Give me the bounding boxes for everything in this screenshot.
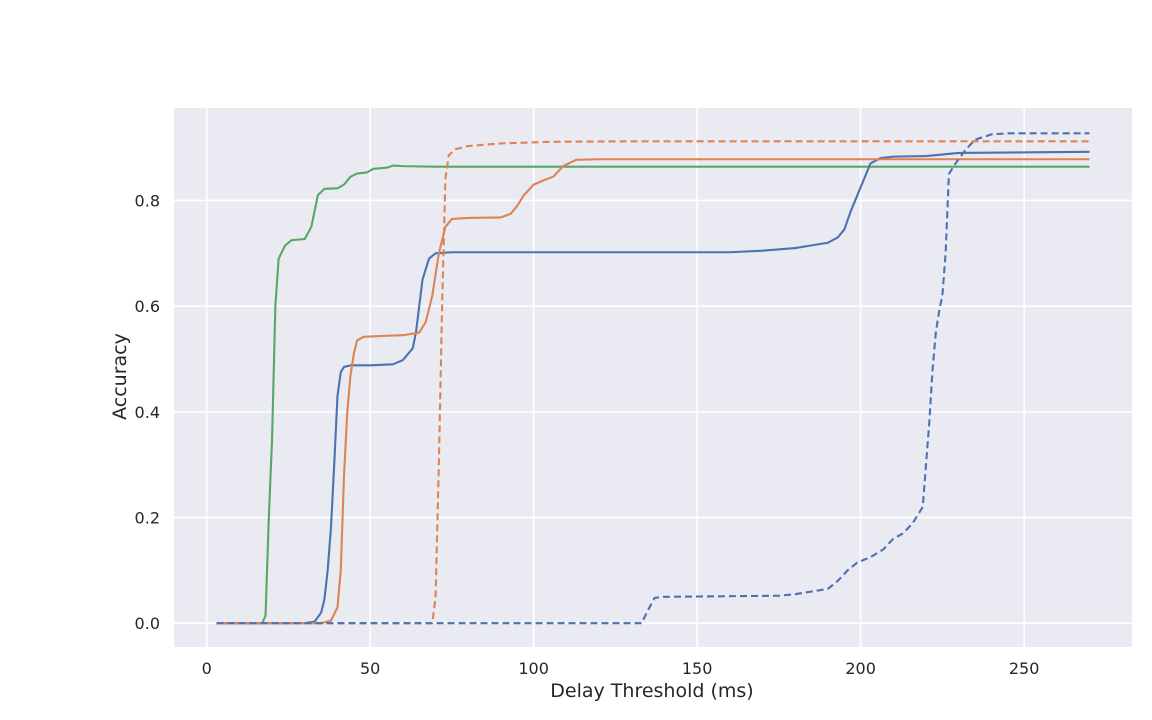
y-axis-label: Accuracy xyxy=(109,333,131,420)
series-line-4 xyxy=(216,140,1090,625)
plot-area xyxy=(174,108,1132,647)
series-line-1 xyxy=(216,164,1090,625)
x-tick-label: 200 xyxy=(845,659,876,678)
series-line-2 xyxy=(216,150,1090,625)
y-axis-ticks: 0.0 0.2 0.4 0.6 0.8 xyxy=(135,191,160,633)
series-line-3 xyxy=(216,158,1090,625)
x-tick-label: 50 xyxy=(360,659,380,678)
y-tick-label: 0.6 xyxy=(135,297,160,316)
grid-lines xyxy=(174,108,1132,647)
x-tick-label: 100 xyxy=(518,659,549,678)
y-tick-label: 0.4 xyxy=(135,403,160,422)
y-tick-label: 0.2 xyxy=(135,509,160,528)
series-lines xyxy=(216,132,1090,625)
x-tick-label: 0 xyxy=(202,659,212,678)
x-tick-label: 250 xyxy=(1009,659,1040,678)
y-tick-label: 0.8 xyxy=(135,191,160,210)
x-tick-label: 150 xyxy=(682,659,713,678)
x-axis-label: Delay Threshold (ms) xyxy=(550,680,753,702)
x-axis-ticks: 0 50 100 150 200 250 xyxy=(202,659,1040,678)
series-line-5 xyxy=(216,132,1090,625)
y-tick-label: 0.0 xyxy=(135,614,160,633)
